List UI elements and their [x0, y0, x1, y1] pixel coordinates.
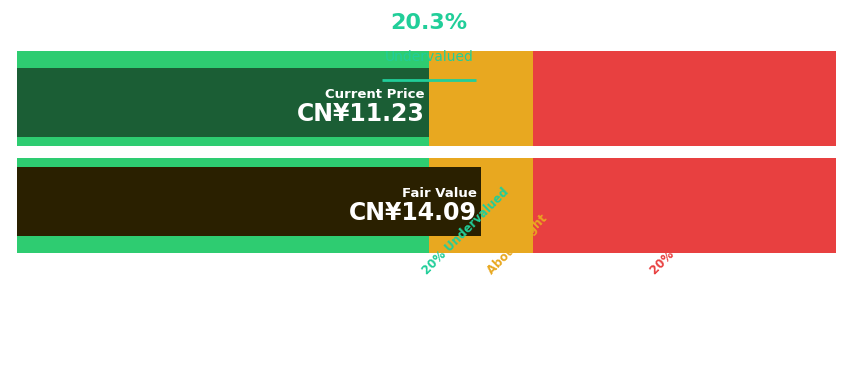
- Text: 20% Overvalued: 20% Overvalued: [647, 192, 732, 277]
- Text: Current Price: Current Price: [325, 88, 424, 101]
- Bar: [429, 59, 532, 146]
- Bar: [532, 158, 835, 245]
- Bar: [429, 51, 532, 59]
- Text: 20.3%: 20.3%: [390, 13, 467, 33]
- Text: About Right: About Right: [485, 212, 550, 277]
- Text: CN¥14.09: CN¥14.09: [348, 201, 476, 225]
- Bar: [17, 51, 429, 59]
- Text: CN¥11.23: CN¥11.23: [296, 102, 424, 126]
- Bar: [17, 158, 429, 245]
- Bar: [429, 158, 532, 245]
- Bar: [17, 68, 429, 137]
- Bar: [532, 59, 835, 146]
- Bar: [532, 51, 835, 59]
- Text: 20% Undervalued: 20% Undervalued: [420, 185, 511, 277]
- Bar: [429, 245, 532, 253]
- Text: Fair Value: Fair Value: [401, 187, 476, 200]
- Bar: [17, 59, 429, 146]
- Text: Undervalued: Undervalued: [384, 50, 473, 64]
- Bar: [17, 167, 481, 236]
- Bar: [532, 245, 835, 253]
- Bar: [17, 245, 429, 253]
